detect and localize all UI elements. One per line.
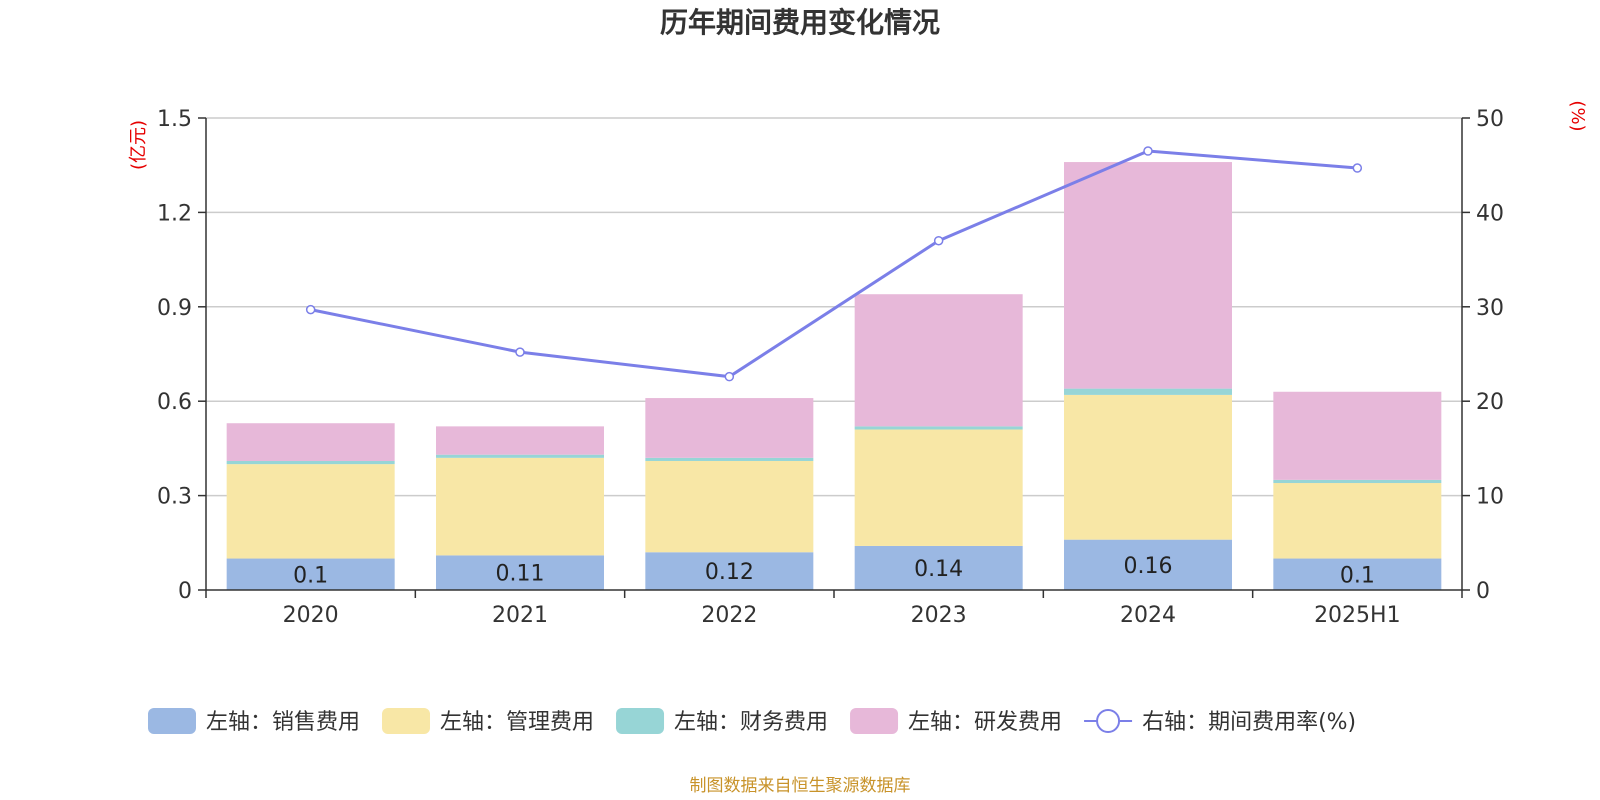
source-note: 制图数据来自恒生聚源数据库 — [690, 776, 911, 796]
left-tick-label: 1.5 — [157, 107, 192, 132]
bar-data-label: 0.1 — [293, 563, 328, 588]
bar-data-label: 0.11 — [496, 562, 545, 587]
bar-segment-2 — [1273, 483, 1442, 559]
bar-segment-1 — [1064, 539, 1232, 590]
x-tick-label: 2025H1 — [1314, 603, 1401, 628]
rate-point — [305, 304, 316, 315]
x-tick-label: 2023 — [911, 603, 967, 628]
bar-segment-3 — [226, 460, 395, 465]
bar-segment-4 — [226, 423, 395, 461]
bar-segment-4 — [1273, 391, 1442, 480]
bar-data-label: 0.1 — [1340, 563, 1375, 588]
bar-segment-1 — [645, 552, 814, 590]
left-tick-label: 0.3 — [157, 485, 192, 510]
rate-point — [515, 347, 525, 357]
bar-segment-4 — [645, 398, 814, 458]
left-tick-label: 0 — [178, 579, 192, 604]
bar-segment-1 — [226, 558, 395, 590]
rate-line-path — [310, 149, 1358, 379]
right-tick-label: 10 — [1476, 485, 1504, 510]
legend-label: 右轴：期间费用率(%) — [1142, 710, 1356, 735]
rate-point — [1352, 163, 1363, 173]
right-tick-label: 20 — [1476, 390, 1504, 415]
legend-circle-icon — [1096, 709, 1121, 733]
right-axis-unit: (%) — [1567, 100, 1588, 131]
legend-label: 左轴：管理费用 — [440, 710, 594, 735]
x-tick-label: 2022 — [701, 603, 757, 628]
bar-segment-4 — [854, 294, 1023, 427]
right-tick-label: 0 — [1476, 579, 1490, 604]
bar-segment-4 — [1064, 162, 1232, 389]
left-axis-unit: (亿元) — [128, 120, 149, 170]
bar-segment-3 — [854, 426, 1023, 430]
bar-segment-3 — [1064, 388, 1232, 395]
bar-segment-2 — [226, 464, 395, 559]
bar-segment-2 — [1064, 394, 1232, 540]
right-tick-label: 40 — [1476, 201, 1504, 226]
legend-swatch-4 — [850, 708, 899, 734]
legend-label: 左轴：财务费用 — [674, 710, 828, 735]
left-tick-label: 1.2 — [157, 201, 192, 226]
x-tick-label: 2021 — [492, 603, 548, 628]
bar-data-label: 0.12 — [705, 560, 754, 585]
axes: 0 0.3 0.6 0.9 1.2 1.5 0 10 20 30 40 50 2020 2021 2022 2… — [157, 107, 1504, 628]
bar-data-label: 0.16 — [1124, 554, 1173, 579]
left-tick-label: 0.9 — [157, 296, 192, 321]
rate-point — [724, 371, 735, 382]
data-labels: 0.1 0.11 0.12 0.14 0.16 0.1 — [293, 554, 1375, 588]
rate-point — [933, 235, 944, 246]
legend-label: 左轴：研发费用 — [908, 710, 1062, 735]
legend-swatch-1 — [148, 708, 196, 734]
right-tick-label: 30 — [1476, 296, 1504, 321]
legend-swatch-2 — [382, 708, 431, 734]
bar-segment-3 — [436, 454, 604, 458]
x-tick-label: 2020 — [283, 603, 339, 628]
bar-segment-3 — [645, 457, 814, 461]
rate-point — [1143, 146, 1153, 156]
bars — [226, 162, 1442, 590]
bar-segment-4 — [436, 426, 604, 455]
gridlines — [206, 117, 1462, 497]
bar-segment-2 — [645, 460, 814, 553]
x-tick-label: 2024 — [1120, 603, 1176, 628]
bar-segment-3 — [1273, 479, 1442, 484]
bar-segment-1 — [854, 545, 1023, 590]
legend: 左轴：销售费用 左轴：管理费用 左轴：财务费用 左轴：研发费用 右轴：期间费用率(%) — [148, 708, 1356, 735]
bar-segment-2 — [436, 457, 604, 556]
bar-segment-2 — [854, 429, 1023, 546]
legend-swatch-3 — [616, 708, 665, 734]
bar-segment-1 — [1273, 558, 1442, 590]
left-tick-label: 0.6 — [157, 390, 192, 415]
chart-title: 历年期间费用变化情况 — [660, 6, 940, 39]
legend-label: 左轴：销售费用 — [206, 710, 360, 735]
right-tick-label: 50 — [1476, 107, 1504, 132]
bar-segment-1 — [436, 555, 604, 590]
rate-line — [305, 146, 1363, 382]
bar-data-label: 0.14 — [914, 557, 963, 582]
